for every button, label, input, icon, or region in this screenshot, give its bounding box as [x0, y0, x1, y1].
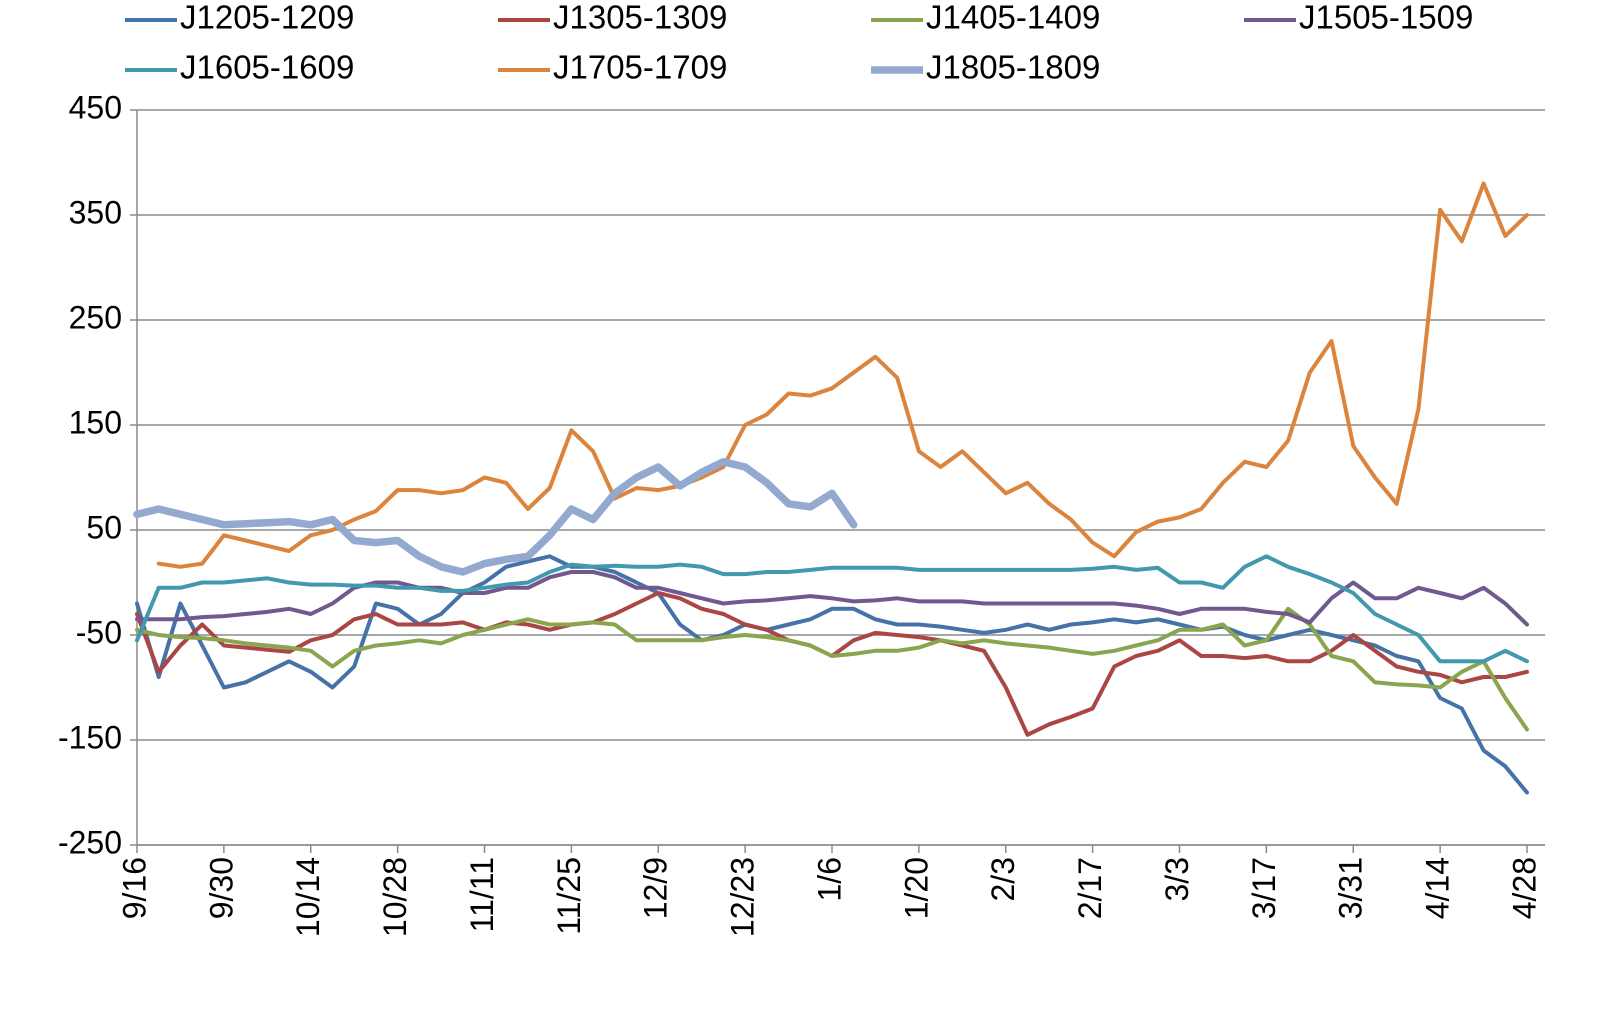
series-line: [135, 554, 1529, 795]
legend: J1205-1209 J1305-1309 J1405-1409 J1505-1509…: [125, 0, 1473, 86]
y-tick-label: -150: [58, 719, 122, 755]
y-tick-label: -250: [58, 824, 122, 860]
x-tick-label: 3/31: [1333, 857, 1369, 919]
x-tick-label: 10/28: [377, 857, 413, 937]
series-line: [135, 606, 1529, 732]
x-tick-label: 3/3: [1159, 857, 1195, 901]
x-tick-label: 10/14: [290, 857, 326, 937]
x-tick-label: 12/23: [725, 857, 761, 937]
x-tick-label: 12/9: [638, 857, 674, 919]
x-tick-label: 4/14: [1420, 857, 1456, 919]
series-line: [156, 181, 1529, 569]
legend-label: J1405-1409: [926, 0, 1100, 36]
y-tick-label: 450: [69, 89, 122, 125]
y-tick-label: 250: [69, 299, 122, 335]
legend-label: J1705-1709: [553, 49, 727, 86]
series-line: [135, 554, 1529, 664]
x-tick-label: 4/28: [1506, 857, 1542, 919]
x-tick-label: 2/3: [985, 857, 1021, 901]
x-tick-label: 1/20: [898, 857, 934, 919]
series-line: [135, 570, 1529, 627]
x-tick-label: 9/30: [203, 857, 239, 919]
legend-label: J1305-1309: [553, 0, 727, 36]
legend-label: J1205-1209: [180, 0, 354, 36]
x-tick-label: 9/16: [116, 857, 152, 919]
series-line: [133, 458, 858, 576]
legend-label: J1605-1609: [180, 49, 354, 86]
y-tick-label: 350: [69, 194, 122, 230]
x-tick-label: 3/17: [1246, 857, 1282, 919]
y-tick-label: 50: [86, 509, 122, 545]
x-tick-label: 1/6: [811, 857, 847, 901]
legend-label: J1805-1809: [926, 49, 1100, 86]
y-tick-label: -50: [76, 614, 122, 650]
x-tick-label: 11/25: [551, 857, 587, 935]
x-tick-label: 2/17: [1072, 857, 1108, 919]
x-tick-label: 11/11: [464, 857, 500, 932]
y-tick-label: 150: [69, 404, 122, 440]
legend-label: J1505-1509: [1299, 0, 1473, 36]
